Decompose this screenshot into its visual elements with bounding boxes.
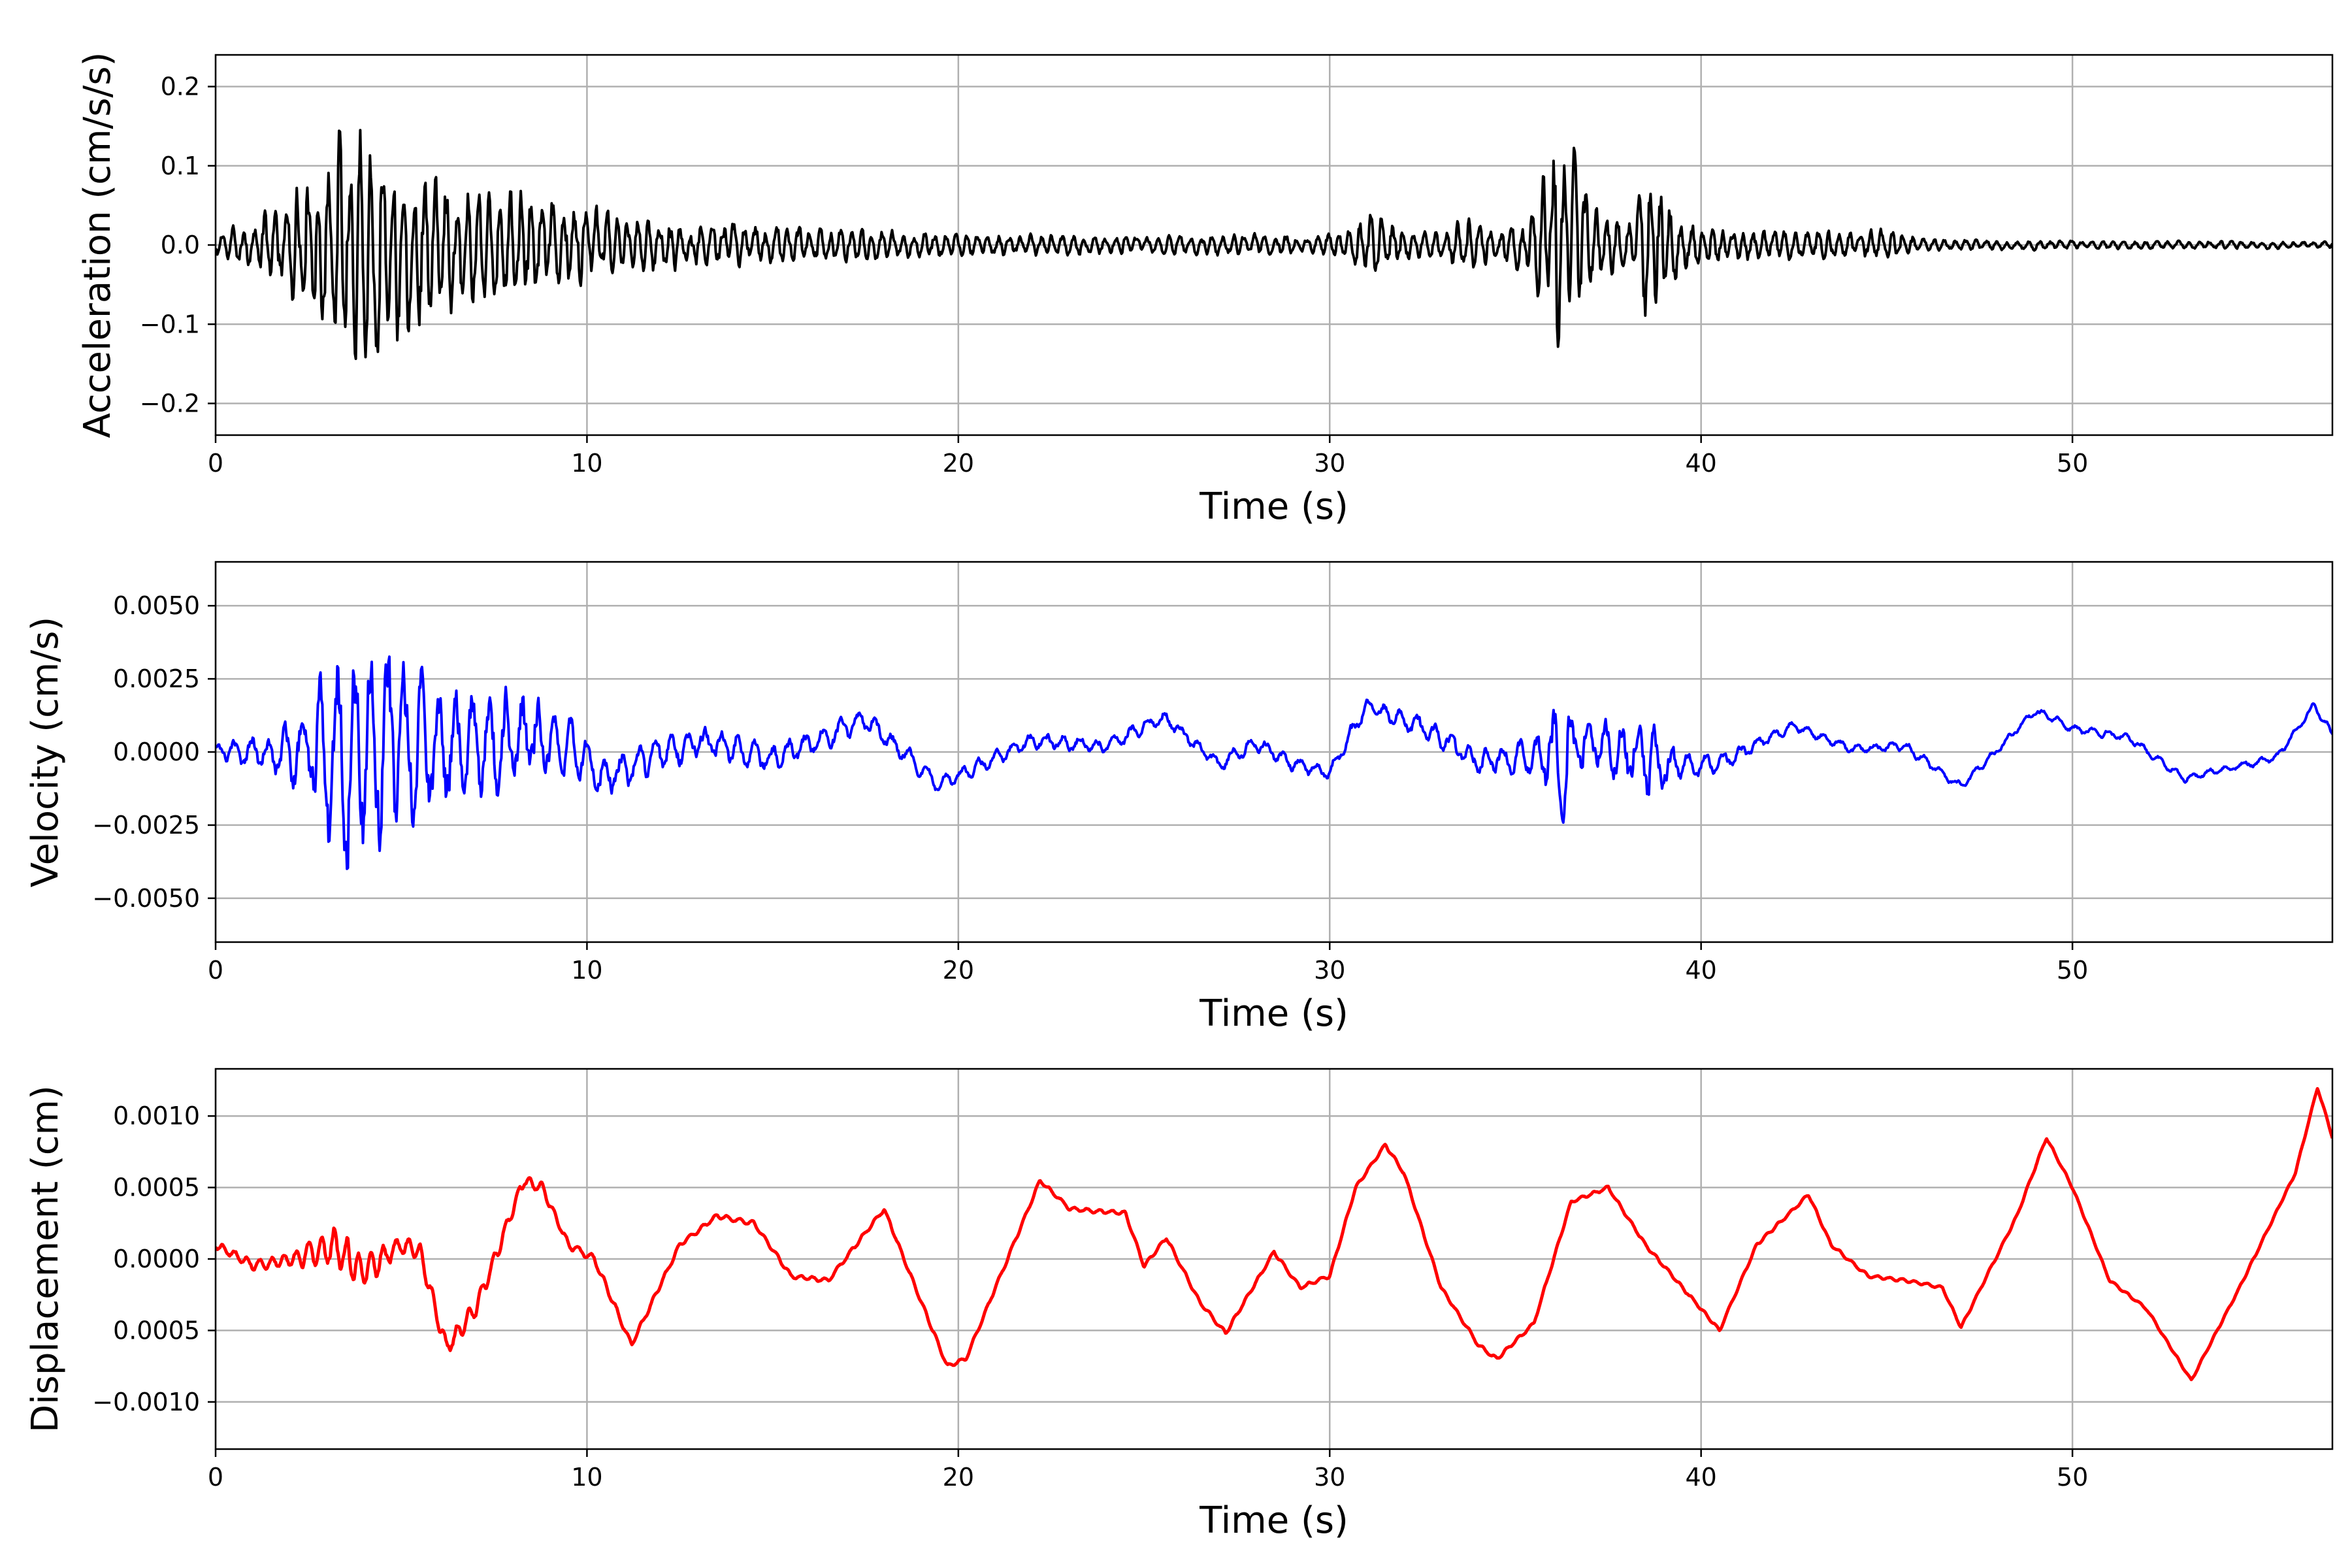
displacement-y-tick-label: 0.0000 — [113, 1245, 200, 1273]
velocity-x-tick-label: 10 — [571, 956, 602, 985]
velocity-y-axis-title: Velocity (cm/s) — [24, 617, 67, 888]
velocity-x-tick-label: 50 — [2057, 956, 2088, 985]
displacement-x-axis-title: Time (s) — [1199, 1499, 1348, 1542]
acceleration-x-tick-label: 50 — [2057, 449, 2088, 478]
acceleration-y-tick-label: −0.1 — [140, 310, 200, 338]
velocity-y-tick-label: 0.0000 — [113, 738, 200, 766]
acceleration-y-tick-label: 0.1 — [161, 152, 200, 180]
acceleration-x-tick-label: 40 — [1686, 449, 1717, 478]
velocity-panel: 0 10 20 30 40 50 −0.0050 −0.0025 0.0000 0.0025 0.0… — [24, 561, 2334, 1035]
velocity-y-tick-label: 0.0025 — [113, 664, 200, 693]
velocity-x-tick-label: 30 — [1314, 956, 1345, 985]
acceleration-x-axis-title: Time (s) — [1199, 485, 1348, 528]
displacement-x-tick-label: 0 — [208, 1463, 223, 1492]
displacement-x-tick-label: 40 — [1686, 1463, 1717, 1492]
displacement-panel: 0 10 20 30 40 50 −0.0010 0.0005 0.0000 0.0005 0.00… — [24, 1068, 2334, 1542]
velocity-y-tick-label: −0.0025 — [92, 811, 200, 840]
acceleration-y-tick-label: −0.2 — [140, 389, 200, 418]
displacement-y-axis-title: Displacement (cm) — [24, 1085, 67, 1433]
acceleration-x-tick-label: 10 — [571, 449, 602, 478]
displacement-y-tick-label: 0.0005 — [113, 1316, 200, 1345]
displacement-y-tick-label: 0.0010 — [113, 1102, 200, 1130]
acceleration-y-tick-label: 0.2 — [161, 73, 200, 101]
displacement-x-tick-label: 30 — [1314, 1463, 1345, 1492]
displacement-x-tick-label: 10 — [571, 1463, 602, 1492]
velocity-y-tick-label: 0.0050 — [113, 591, 200, 620]
displacement-y-tick-label: −0.0010 — [92, 1388, 200, 1416]
acceleration-y-tick-label: 0.0 — [161, 231, 200, 259]
displacement-x-tick-label: 20 — [943, 1463, 974, 1492]
velocity-y-tick-label: −0.0050 — [92, 884, 200, 913]
acceleration-x-tick-label: 20 — [943, 449, 974, 478]
acceleration-series-line — [216, 129, 2332, 361]
acceleration-y-axis-title: Acceleration (cm/s/s) — [76, 52, 119, 438]
displacement-series-line — [216, 1086, 2332, 1382]
displacement-y-tick-label: 0.0005 — [113, 1173, 200, 1202]
velocity-x-tick-label: 0 — [208, 956, 223, 985]
acceleration-x-tick-label: 0 — [208, 449, 223, 478]
velocity-x-axis-title: Time (s) — [1199, 992, 1348, 1035]
acceleration-panel: 0 10 20 30 40 50 −0.2 −0.1 0.0 0.1 0.2 Time (s) Acce… — [76, 52, 2334, 528]
acceleration-x-tick-label: 30 — [1314, 449, 1345, 478]
displacement-x-tick-label: 50 — [2057, 1463, 2088, 1492]
velocity-series-line — [216, 655, 2332, 870]
velocity-x-tick-label: 40 — [1686, 956, 1717, 985]
velocity-x-tick-label: 20 — [943, 956, 974, 985]
